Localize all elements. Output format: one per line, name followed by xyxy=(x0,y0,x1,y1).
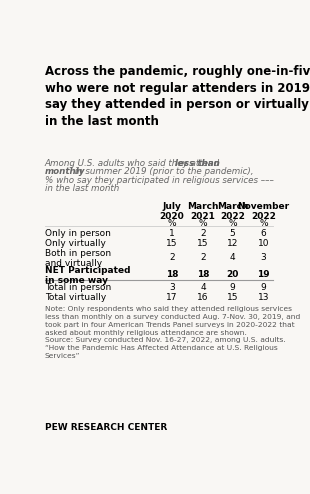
Text: %: % xyxy=(199,219,207,228)
Text: 9: 9 xyxy=(230,283,235,291)
Text: Only virtually: Only virtually xyxy=(45,239,106,247)
Text: NET Participated
in some way: NET Participated in some way xyxy=(45,266,131,286)
Text: Only in person: Only in person xyxy=(45,229,111,238)
Text: Both in person
and virtually: Both in person and virtually xyxy=(45,248,111,268)
Text: less than: less than xyxy=(175,160,220,168)
Text: 2: 2 xyxy=(200,229,206,238)
Text: Total in person: Total in person xyxy=(45,283,111,291)
Text: 9: 9 xyxy=(261,283,266,291)
Text: Across the pandemic, roughly one-in-five
who were not regular attenders in 2019
: Across the pandemic, roughly one-in-five… xyxy=(45,65,310,128)
Text: Total virtually: Total virtually xyxy=(45,292,106,302)
Text: 20: 20 xyxy=(226,270,239,279)
Text: 17: 17 xyxy=(166,292,178,302)
Text: 15: 15 xyxy=(227,292,238,302)
Text: 3: 3 xyxy=(169,283,175,291)
Text: 12: 12 xyxy=(227,239,238,247)
Text: 13: 13 xyxy=(258,292,269,302)
Text: 10: 10 xyxy=(258,239,269,247)
Text: March
2022: March 2022 xyxy=(217,202,248,221)
Text: Note: Only respondents who said they attended religious services
less than month: Note: Only respondents who said they att… xyxy=(45,306,300,359)
Text: 4: 4 xyxy=(200,283,206,291)
Text: %: % xyxy=(259,219,268,228)
Text: %: % xyxy=(228,219,237,228)
Text: PEW RESEARCH CENTER: PEW RESEARCH CENTER xyxy=(45,423,167,432)
Text: in the last month: in the last month xyxy=(45,184,119,193)
Text: Among U.S. adults who said they attend: Among U.S. adults who said they attend xyxy=(45,160,223,168)
Text: %: % xyxy=(168,219,176,228)
Text: 15: 15 xyxy=(166,239,178,247)
Text: 3: 3 xyxy=(261,253,266,262)
Text: November
2022: November 2022 xyxy=(237,202,290,221)
Text: % who say they participated in religious services –––: % who say they participated in religious… xyxy=(45,175,274,185)
Text: 2: 2 xyxy=(169,253,175,262)
Text: 1: 1 xyxy=(169,229,175,238)
Text: 2: 2 xyxy=(200,253,206,262)
Text: 16: 16 xyxy=(197,292,209,302)
Text: 5: 5 xyxy=(230,229,235,238)
Text: 18: 18 xyxy=(197,270,209,279)
Text: in summer 2019 (prior to the pandemic),: in summer 2019 (prior to the pandemic), xyxy=(72,167,254,176)
Text: March
2021: March 2021 xyxy=(187,202,219,221)
Text: July
2020: July 2020 xyxy=(160,202,184,221)
Text: 6: 6 xyxy=(261,229,266,238)
Text: 4: 4 xyxy=(230,253,235,262)
Text: 18: 18 xyxy=(166,270,178,279)
Text: monthly: monthly xyxy=(45,167,86,176)
Text: 19: 19 xyxy=(257,270,270,279)
Text: 15: 15 xyxy=(197,239,209,247)
